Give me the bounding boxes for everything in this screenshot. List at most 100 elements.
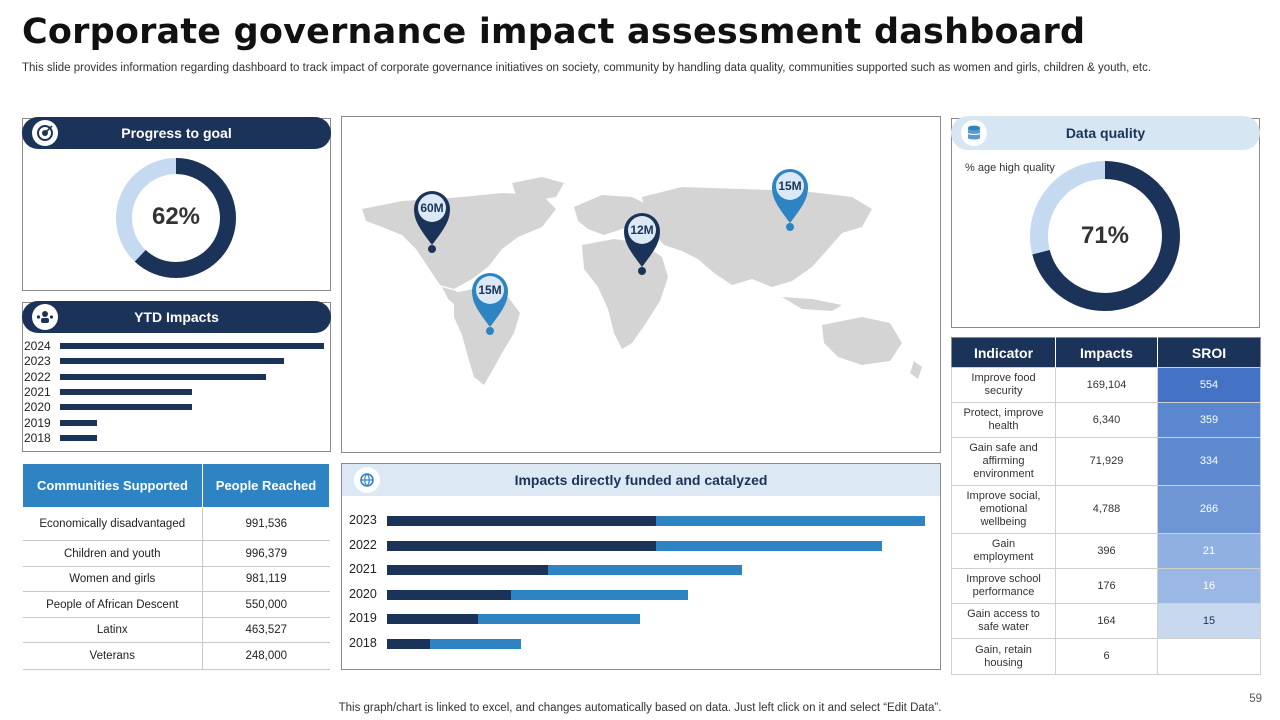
ytd-row: 2021 <box>24 385 192 399</box>
globe-hands-icon <box>354 467 380 493</box>
ytd-bar <box>60 358 285 365</box>
indicator-name: Gain access to safe water <box>951 603 1056 639</box>
indicator-row: Improve food security 169,104 554 <box>951 367 1261 403</box>
communities-row: Women and girls 981,119 <box>22 566 330 592</box>
ytd-bar <box>60 404 192 411</box>
ytd-row: 2018 <box>24 431 97 445</box>
ytd-row: 2020 <box>24 400 192 414</box>
ytd-row: 2023 <box>24 354 285 369</box>
people-reached-value: 248,000 <box>202 642 330 670</box>
pin-label: 15M <box>778 179 801 193</box>
funded-bar-light <box>548 565 743 576</box>
data-quality-header: Data quality <box>951 116 1260 150</box>
indicator-name: Improve school performance <box>951 568 1056 604</box>
target-icon <box>32 120 58 146</box>
funded-bar-light <box>478 614 640 625</box>
sroi-value <box>1157 638 1261 675</box>
map-pin[interactable]: 12M <box>624 213 660 275</box>
ytd-year-label: 2024 <box>24 339 51 353</box>
ytd-year-label: 2023 <box>24 354 51 369</box>
funded-bar-dark <box>387 589 511 600</box>
indicator-row: Improve school performance 176 16 <box>951 568 1261 604</box>
data-quality-arc <box>1030 161 1180 311</box>
asia-shape <box>642 187 872 287</box>
community-name: Latinx <box>22 617 203 643</box>
funded-title: Impacts directly funded and catalyzed <box>514 472 768 488</box>
funded-bar-light <box>510 589 689 600</box>
indicator-name: Gain safe and affirming environment <box>951 437 1056 486</box>
north-america-shape <box>362 193 556 289</box>
funded-bar-light <box>656 540 882 551</box>
ytd-bar <box>60 373 266 380</box>
pin-label: 15M <box>478 283 501 297</box>
communities-table: Communities Supported People Reached Eco… <box>22 463 330 670</box>
indicator-row: Gain access to safe water 164 15 <box>951 603 1261 639</box>
people-reached-value: 991,536 <box>202 507 330 541</box>
impacts-value: 6 <box>1055 638 1158 675</box>
indicator-row: Gain, retain housing 6 <box>951 638 1261 675</box>
communities-row: Veterans 248,000 <box>22 642 330 670</box>
progress-header: Progress to goal <box>22 117 331 149</box>
indicator-row: Gain employment 396 21 <box>951 533 1261 569</box>
world-map: 60M 15M 12M 15M <box>362 169 922 385</box>
map-pin[interactable]: 60M <box>414 191 450 253</box>
sroi-value: 16 <box>1157 568 1261 604</box>
people-reached-value: 550,000 <box>202 591 330 618</box>
funded-bar-dark <box>387 540 656 551</box>
indicator-header: Indicator <box>951 337 1056 368</box>
map-pin[interactable]: 15M <box>472 273 508 335</box>
indicator-table: Indicator Impacts SROI Improve food secu… <box>951 337 1261 675</box>
ytd-year-label: 2021 <box>24 384 51 399</box>
progress-value: 62% <box>151 203 201 230</box>
map-pin[interactable]: 15M <box>772 169 808 231</box>
ytd-row: 2019 <box>24 416 97 430</box>
page-title: Corporate governance impact assessment d… <box>22 12 1086 52</box>
funded-bar-dark <box>387 614 479 625</box>
funded-year-label: 2020 <box>349 586 377 601</box>
ytd-title: YTD Impacts <box>134 309 219 325</box>
funded-year-label: 2019 <box>349 611 377 626</box>
people-reached-value: 996,379 <box>202 540 330 567</box>
ytd-year-label: 2020 <box>24 400 51 415</box>
database-icon <box>961 120 987 146</box>
communities-row: Children and youth 996,379 <box>22 540 330 567</box>
funded-bar-dark <box>387 565 549 576</box>
impacts-value: 169,104 <box>1055 367 1158 403</box>
footer-note: This graph/chart is linked to excel, and… <box>338 702 942 714</box>
impacts-value: 4,788 <box>1055 485 1158 534</box>
community-name: Veterans <box>22 642 203 670</box>
funded-year-label: 2021 <box>349 562 377 577</box>
communities-row: Economically disadvantaged 991,536 <box>22 507 330 541</box>
sroi-value: 266 <box>1157 485 1261 534</box>
ytd-bar <box>60 343 324 349</box>
page-number: 59 <box>1249 693 1262 705</box>
communities-row: People of African Descent 550,000 <box>22 591 330 618</box>
community-name: Women and girls <box>22 566 203 592</box>
pin-label: 12M <box>630 223 653 237</box>
data-quality-caption: % age high quality <box>965 162 1055 174</box>
impacts-value: 6,340 <box>1055 402 1158 438</box>
indicator-row: Improve social, emotional wellbeing 4,788… <box>951 485 1261 534</box>
page-subtitle: This slide provides information regardin… <box>22 62 1152 74</box>
impacts-header: Impacts <box>1055 337 1158 368</box>
ytd-header: YTD Impacts <box>22 301 331 333</box>
funded-header: Impacts directly funded and catalyzed <box>342 464 940 496</box>
progress-arc <box>116 158 236 278</box>
pin-label: 60M <box>420 201 443 215</box>
impacts-value: 396 <box>1055 533 1158 569</box>
ytd-bar <box>60 419 97 426</box>
ytd-row: 2022 <box>24 370 266 384</box>
community-name: Children and youth <box>22 540 203 567</box>
ytd-row: 2024 <box>24 339 324 353</box>
people-reached-header: People Reached <box>202 463 330 508</box>
impacts-value: 176 <box>1055 568 1158 604</box>
people-reached-value: 463,527 <box>202 617 330 643</box>
people-reached-value: 981,119 <box>202 566 330 592</box>
sroi-value: 359 <box>1157 402 1261 438</box>
ytd-year-label: 2022 <box>24 369 51 384</box>
impacts-value: 71,929 <box>1055 437 1158 486</box>
sroi-value: 334 <box>1157 437 1261 486</box>
community-name: Economically disadvantaged <box>22 507 203 541</box>
people-network-icon <box>32 304 58 330</box>
indicator-name: Gain employment <box>951 533 1056 569</box>
